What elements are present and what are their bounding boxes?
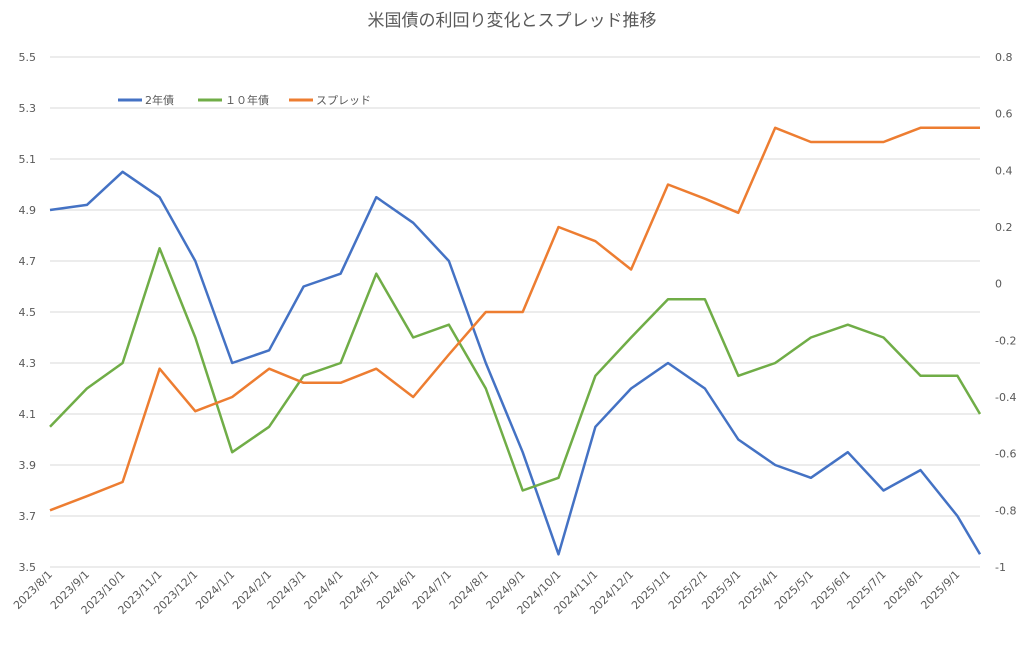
right-tick-label: -0.8 — [995, 504, 1016, 517]
right-tick-label: -0.4 — [995, 391, 1016, 404]
right-tick-label: -0.2 — [995, 334, 1016, 347]
right-tick-label: 0.6 — [995, 108, 1013, 121]
right-tick-label: 0.2 — [995, 221, 1013, 234]
x-tick-label: 2023/8/1 — [11, 568, 55, 612]
left-tick-label: 4.9 — [19, 204, 37, 217]
chart-title: 米国債の利回り変化とスプレッド推移 — [368, 11, 657, 31]
x-axis: 2023/8/12023/9/12023/10/12023/11/12023/1… — [11, 568, 963, 617]
series-line — [49, 126, 980, 512]
x-tick-label: 2025/5/1 — [772, 568, 816, 612]
legend-label: スプレッド — [316, 94, 371, 107]
left-tick-label: 4.1 — [19, 408, 37, 421]
x-tick-label: 2024/5/1 — [337, 568, 381, 612]
x-tick-label: 2024/7/1 — [410, 568, 454, 612]
series-lines — [49, 126, 982, 556]
x-tick-label: 2025/1/1 — [629, 568, 673, 612]
right-tick-label: 0.8 — [995, 51, 1013, 64]
left-tick-label: 3.5 — [19, 561, 37, 574]
series-line — [49, 247, 982, 492]
x-tick-label: 2024/1/1 — [193, 568, 237, 612]
legend: 2年債 １０年債 スプレッド — [118, 93, 371, 107]
right-tick-label: 0.4 — [995, 164, 1013, 177]
left-tick-label: 3.9 — [19, 459, 37, 472]
right-tick-label: 0 — [995, 278, 1002, 291]
right-axis: -1 -0.8 -0.6 -0.4 -0.2 0 0.2 0.4 0.6 0.8 — [995, 51, 1016, 574]
left-axis: 3.5 3.7 3.9 4.1 4.3 4.5 4.7 4.9 5.1 5.3 5.5 — [19, 51, 37, 574]
x-tick-label: 2025/7/1 — [845, 568, 889, 612]
right-tick-label: -0.6 — [995, 448, 1016, 461]
left-tick-label: 4.5 — [19, 306, 37, 319]
legend-label: 2年債 — [145, 93, 174, 107]
left-tick-label: 4.3 — [19, 357, 37, 370]
right-tick-label: -1 — [995, 561, 1006, 574]
left-tick-label: 5.5 — [19, 51, 37, 64]
x-tick-label: 2025/9/1 — [918, 568, 962, 612]
legend-label: １０年債 — [225, 93, 269, 107]
x-tick-label: 2025/8/1 — [881, 568, 925, 612]
series-line — [49, 170, 982, 556]
left-tick-label: 4.7 — [19, 255, 37, 268]
left-tick-label: 3.7 — [19, 510, 37, 523]
left-tick-label: 5.1 — [19, 153, 37, 166]
x-tick-label: 2024/8/1 — [447, 568, 491, 612]
left-tick-label: 5.3 — [19, 102, 37, 115]
